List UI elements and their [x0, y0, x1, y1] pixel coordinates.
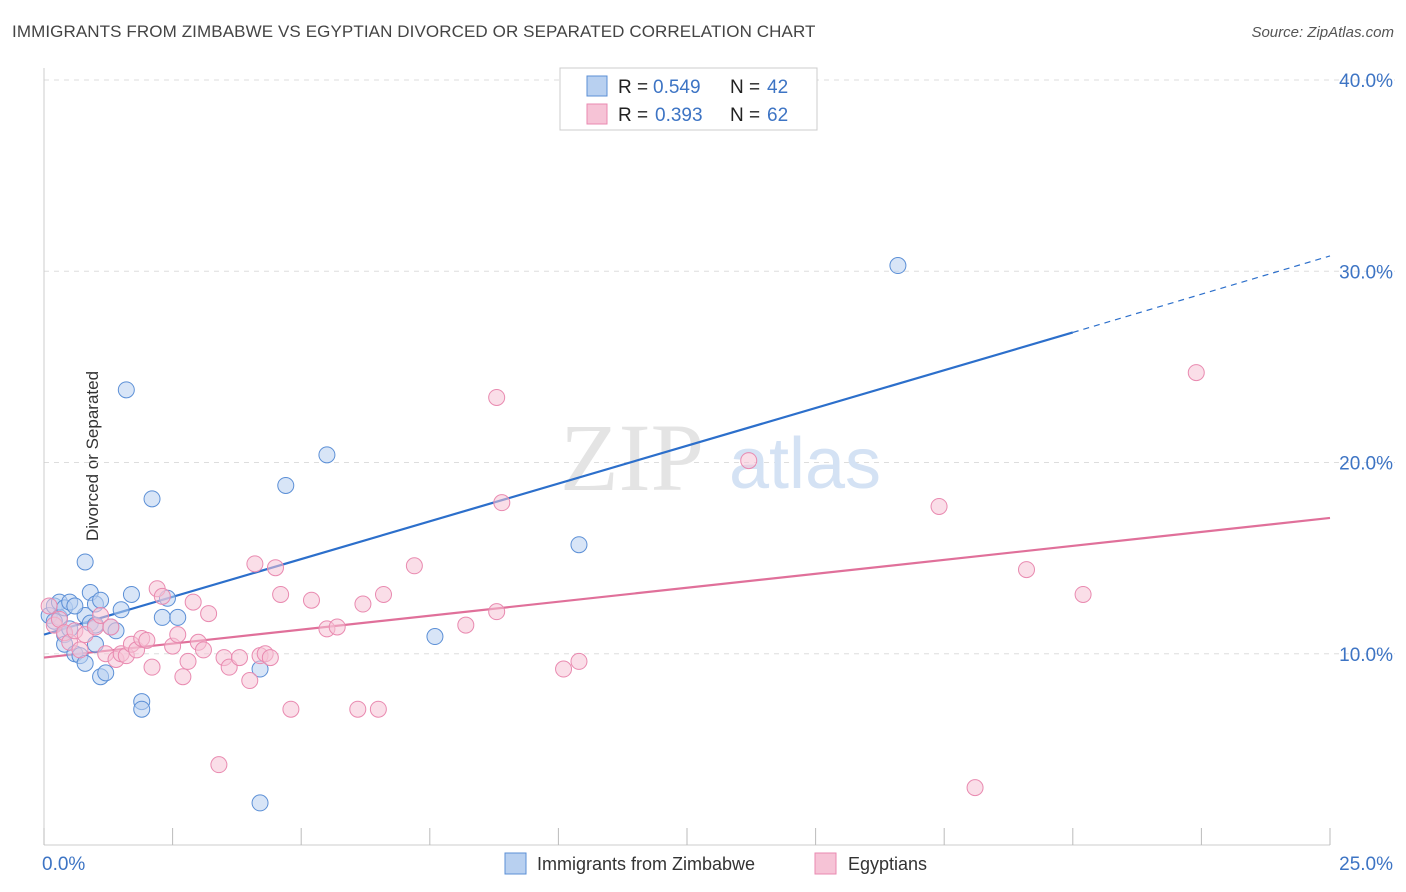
point-egyptians	[570, 652, 588, 670]
point-egyptians	[261, 649, 279, 667]
point-zimbabwe	[133, 700, 151, 718]
y-tick-label: 10.0%	[1339, 645, 1393, 666]
point-egyptians	[102, 618, 120, 636]
legend-n-label: N =	[730, 105, 760, 126]
legend-r-label: R =	[618, 105, 648, 126]
point-egyptians	[179, 652, 197, 670]
point-egyptians	[71, 641, 89, 659]
point-zimbabwe	[117, 381, 135, 399]
point-zimbabwe	[277, 476, 295, 494]
point-egyptians	[555, 660, 573, 678]
point-egyptians	[230, 649, 248, 667]
point-egyptians	[169, 626, 187, 644]
x-tick-label: 0.0%	[42, 854, 85, 875]
point-egyptians	[375, 585, 393, 603]
legend-n-value: 62	[767, 105, 788, 126]
point-egyptians	[194, 641, 212, 659]
source-label: Source: ZipAtlas.com	[1251, 24, 1394, 41]
point-egyptians	[266, 559, 284, 577]
y-tick-label: 40.0%	[1339, 71, 1393, 92]
point-egyptians	[174, 668, 192, 686]
legend-n-value: 42	[767, 77, 788, 98]
legend-r-label: R =	[618, 77, 648, 98]
point-egyptians	[241, 672, 259, 690]
point-egyptians	[328, 618, 346, 636]
legend-top: R = 0.549 N = 42 R = 0.393 N = 62	[559, 67, 818, 131]
point-egyptians	[488, 388, 506, 406]
point-zimbabwe	[169, 608, 187, 626]
axes	[43, 68, 1331, 846]
point-zimbabwe	[97, 664, 115, 682]
legend-r-value: 0.393	[655, 105, 703, 126]
data-points	[40, 257, 1205, 812]
point-egyptians	[246, 555, 264, 573]
watermark: ZIP atlas	[560, 404, 881, 511]
point-zimbabwe	[318, 446, 336, 464]
legend-bottom-label-egyptians: Egyptians	[848, 854, 927, 874]
legend-bottom-swatch-blue	[504, 852, 527, 875]
point-zimbabwe	[92, 591, 110, 609]
point-egyptians	[1018, 561, 1036, 579]
point-egyptians	[354, 595, 372, 613]
point-egyptians	[302, 591, 320, 609]
point-zimbabwe	[426, 628, 444, 646]
point-egyptians	[92, 607, 110, 624]
point-egyptians	[349, 700, 367, 718]
legend-n-label: N =	[730, 77, 760, 98]
point-egyptians	[457, 616, 475, 634]
legend-swatch-blue	[586, 75, 608, 97]
legend-bottom-label-zimbabwe: Immigrants from Zimbabwe	[537, 854, 755, 874]
legend-swatch-pink	[586, 103, 608, 125]
point-egyptians	[966, 779, 984, 797]
point-zimbabwe	[570, 536, 588, 554]
point-zimbabwe	[122, 585, 140, 603]
point-egyptians	[493, 494, 511, 512]
point-egyptians	[1074, 585, 1092, 603]
point-zimbabwe	[889, 257, 907, 275]
point-zimbabwe	[251, 794, 269, 812]
point-egyptians	[200, 605, 218, 623]
point-egyptians	[40, 597, 58, 615]
point-egyptians	[740, 452, 758, 470]
point-zimbabwe	[76, 553, 94, 571]
legend-bottom: Immigrants from Zimbabwe Egyptians	[504, 852, 927, 875]
point-egyptians	[369, 700, 387, 718]
tick-labels: 10.0% 20.0% 30.0% 40.0% 0.0% 25.0%	[42, 71, 1393, 875]
point-egyptians	[153, 587, 171, 605]
point-zimbabwe	[66, 597, 84, 615]
trend-line-zimbabwe-extension	[1072, 255, 1331, 334]
point-egyptians	[405, 557, 423, 575]
legend-bottom-swatch-pink	[814, 852, 837, 875]
trend-line-egyptians	[43, 516, 1331, 659]
point-zimbabwe	[143, 490, 161, 508]
point-egyptians	[143, 658, 161, 676]
point-egyptians	[272, 585, 290, 603]
point-egyptians	[138, 631, 156, 649]
y-tick-label: 20.0%	[1339, 454, 1393, 475]
trend-lines	[43, 255, 1331, 659]
point-zimbabwe	[112, 601, 130, 619]
trend-line-zimbabwe	[43, 331, 1074, 636]
point-zimbabwe	[153, 608, 171, 626]
chart-title: IMMIGRANTS FROM ZIMBABWE VS EGYPTIAN DIV…	[12, 22, 816, 41]
watermark-zip: ZIP	[560, 404, 704, 511]
point-egyptians	[488, 603, 506, 621]
legend-r-value: 0.549	[653, 77, 701, 98]
point-egyptians	[282, 700, 300, 718]
point-egyptians	[210, 756, 228, 774]
point-egyptians	[930, 497, 948, 515]
point-egyptians	[1187, 364, 1205, 382]
point-egyptians	[184, 593, 202, 611]
y-tick-label: 30.0%	[1339, 262, 1393, 283]
x-tick-label: 25.0%	[1339, 854, 1393, 875]
